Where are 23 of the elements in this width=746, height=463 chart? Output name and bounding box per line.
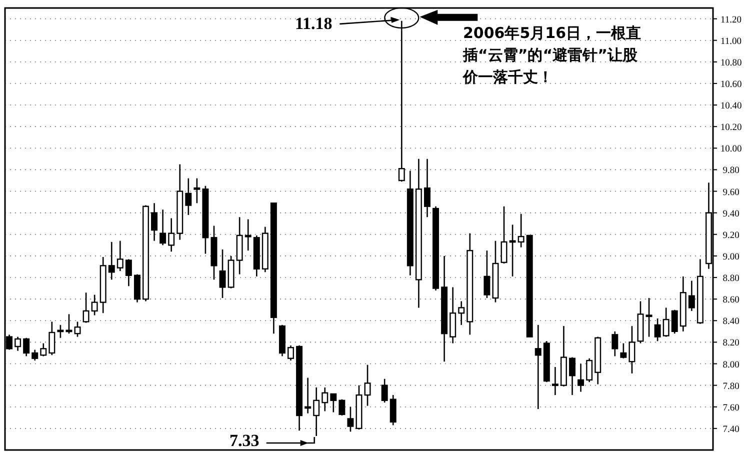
y-tick-label: 9.20	[722, 230, 740, 241]
y-tick-label: 7.40	[722, 424, 740, 435]
y-tick-label: 9.00	[722, 252, 740, 262]
y-tick-label: 10.40	[720, 102, 742, 112]
annotation: 11.18	[294, 14, 332, 33]
y-tick-label: 8.20	[722, 338, 740, 349]
y-tick-label: 10.00	[720, 144, 742, 155]
annotation: 7.33	[229, 430, 260, 450]
y-tick-label: 9.40	[722, 209, 740, 220]
y-tick-label: 8.80	[722, 274, 740, 284]
annotation: 2006年5月16日，一根直插“云霄”的“避雷针”让股价一落千丈！	[463, 23, 642, 88]
y-tick-label: 8.60	[722, 296, 740, 306]
y-tick-label: 9.80	[722, 166, 740, 176]
y-tick-label: 7.60	[722, 403, 740, 414]
y-tick-label: 11.20	[720, 15, 742, 26]
y-tick-label: 11.00	[720, 36, 742, 47]
y-tick-label: 10.60	[720, 80, 742, 90]
y-tick-label: 10.20	[720, 123, 742, 134]
y-tick-label: 7.80	[722, 382, 740, 392]
y-tick-label: 8.40	[722, 317, 740, 328]
y-tick-label: 9.60	[722, 188, 740, 198]
y-tick-label: 10.80	[720, 58, 742, 68]
y-tick-label: 8.00	[722, 360, 740, 370]
